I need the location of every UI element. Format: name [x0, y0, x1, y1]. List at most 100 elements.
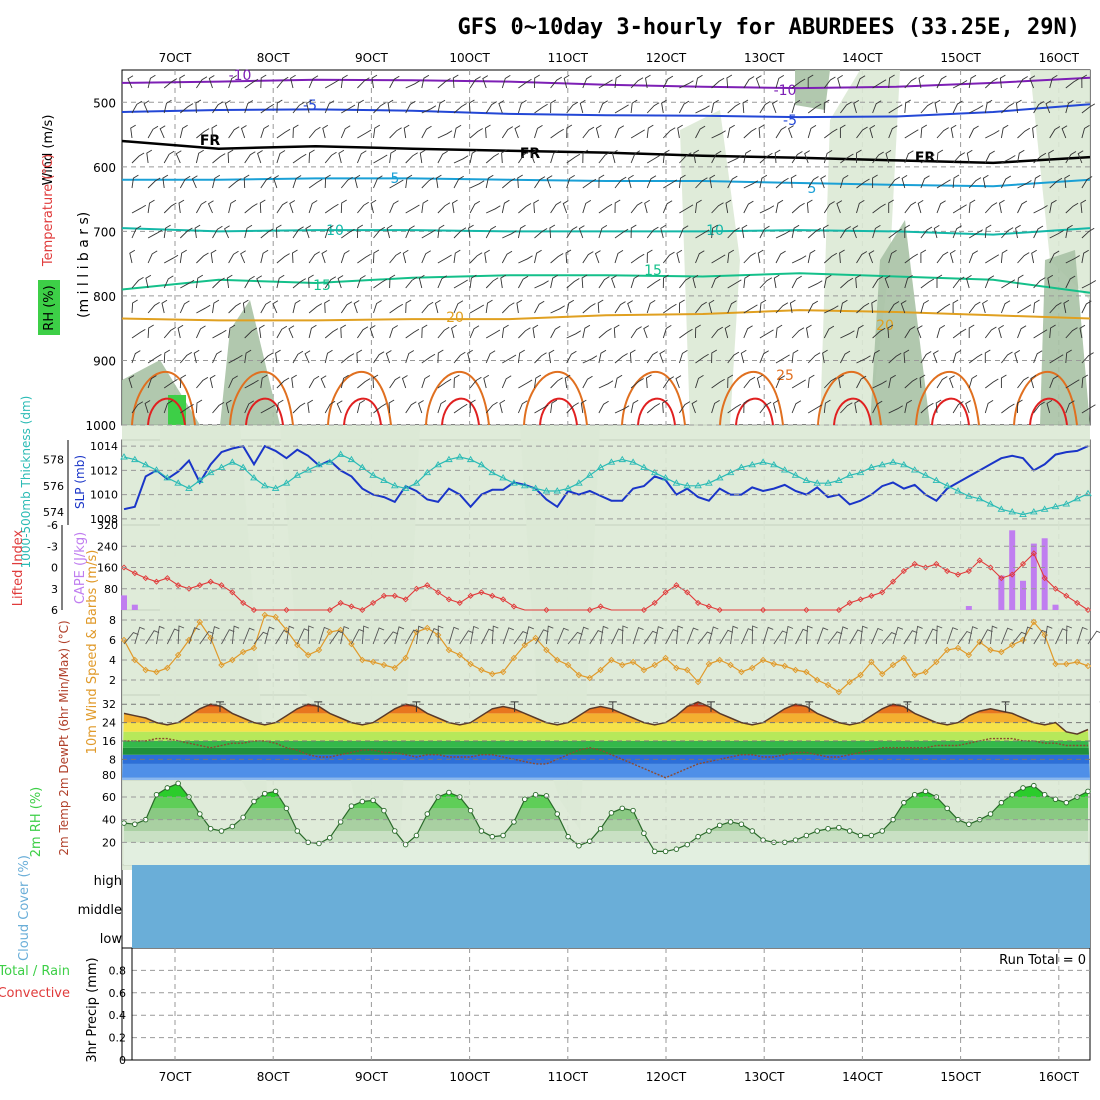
wind-barb: [856, 149, 862, 163]
wind-barb: [227, 149, 234, 164]
thickness-point: [618, 455, 627, 463]
contour-label: -10: [774, 83, 797, 99]
cape-bar: [965, 606, 972, 610]
wind-barb: [1081, 74, 1088, 89]
wind-barb: [824, 305, 839, 314]
wind-barb: [691, 400, 698, 414]
wind-barb: [228, 126, 240, 139]
wind-barb: [1048, 149, 1054, 164]
wind-barb: [743, 200, 754, 214]
wind-barb: [614, 353, 628, 364]
temp-2m-axis-label: 2m Temp 2m DewPt (6hr Min/Max) (°C): [57, 620, 71, 855]
wind-barb: [872, 400, 883, 414]
wind-barb: [340, 199, 347, 214]
wind-barb: [854, 399, 861, 414]
wind-barb: [692, 274, 699, 289]
x-tick-label-bottom: 9OCT: [355, 1070, 388, 1084]
wind-barb: [759, 299, 767, 314]
wind-barb: [467, 349, 473, 364]
wind-barb: [791, 100, 801, 114]
temp-contour-30: [245, 397, 284, 426]
wind-barb: [598, 100, 608, 114]
thickness-point: [585, 471, 594, 478]
contour-label: 20: [446, 310, 464, 326]
wind-10m-barb: [654, 626, 664, 645]
lifted-index-point: [954, 571, 962, 578]
cloud-axis-label: Cloud Cover (%): [17, 855, 32, 961]
wind-barb: [856, 324, 864, 339]
wind-barb: [469, 399, 476, 414]
wind-barb: [244, 275, 255, 289]
wind-barb: [598, 79, 613, 89]
wind-speed-point: [1008, 641, 1016, 649]
wind-barb: [840, 350, 851, 364]
wind-speed-point: [564, 661, 572, 669]
wind-barb: [646, 374, 652, 389]
wind-barb: [840, 226, 851, 239]
rh-2m-point: [348, 803, 355, 809]
wind-barb: [405, 204, 420, 214]
wind-barb: [389, 200, 399, 214]
wind-barb: [1049, 354, 1064, 364]
wind-barb: [936, 251, 949, 264]
temp-max-whisker: [608, 701, 617, 712]
wind-barb: [340, 324, 347, 339]
wind-barb: [952, 152, 966, 164]
wind-barb: [196, 128, 210, 139]
wind-10m-barb: [123, 632, 139, 645]
wind-barb: [373, 226, 386, 239]
wind-speed-point: [142, 666, 149, 674]
x-tick-label-top: 12OCT: [646, 51, 687, 65]
wind-speed-point: [716, 656, 723, 664]
wind-barb: [646, 403, 661, 414]
lifted-index-point: [142, 575, 149, 582]
wind-barb: [469, 128, 483, 139]
wind-barb: [177, 324, 184, 339]
wind-barb: [614, 250, 624, 264]
wind-barb: [147, 177, 161, 189]
wind-speed-point: [445, 646, 453, 654]
wind-speed-point: [608, 656, 615, 664]
wind-barb: [709, 174, 716, 189]
wind-barb: [244, 203, 258, 214]
wind-barb: [630, 99, 638, 114]
wind-barb: [240, 250, 246, 264]
wind-barb: [257, 150, 263, 164]
thickness-point: [802, 476, 811, 483]
wind-barb: [437, 349, 444, 364]
lifted-index-point: [716, 606, 723, 614]
thickness-point: [575, 479, 583, 486]
wind-barb: [147, 125, 159, 139]
x-tick-label-bottom: 13OCT: [744, 1070, 785, 1084]
wind-barb: [936, 75, 947, 89]
wind-barb: [775, 230, 791, 239]
thickness-point: [499, 474, 507, 481]
wind-barb: [163, 327, 176, 339]
wind-barb: [373, 278, 387, 289]
wind-barb: [968, 301, 981, 314]
wind-10m-barb: [751, 625, 758, 645]
lifted-index-point: [489, 592, 496, 599]
wind-barb: [290, 74, 296, 89]
wind-10m-barb: [1011, 631, 1027, 645]
wind-barb: [677, 124, 683, 139]
thickness-point: [510, 479, 518, 486]
wind-barb: [759, 329, 774, 339]
wind-barb: [276, 99, 283, 114]
wind-barb: [1017, 304, 1032, 314]
wind-barb: [727, 374, 734, 389]
thickness-point: [423, 468, 432, 476]
wind-10m-barb: [491, 625, 499, 645]
wind-barb: [518, 275, 529, 289]
lifted-index-point: [402, 596, 409, 603]
thickness-point: [445, 455, 453, 463]
rh-2m-point: [532, 791, 539, 798]
lifted-index-point: [337, 599, 344, 606]
wind-barb: [759, 401, 772, 414]
wind-barb: [872, 203, 886, 214]
wind-barb: [340, 74, 348, 89]
wind-speed-point: [1073, 658, 1081, 666]
wind-barb: [598, 400, 609, 414]
x-tick-label-bottom: 11OCT: [548, 1070, 589, 1084]
thickness-point: [856, 468, 865, 476]
